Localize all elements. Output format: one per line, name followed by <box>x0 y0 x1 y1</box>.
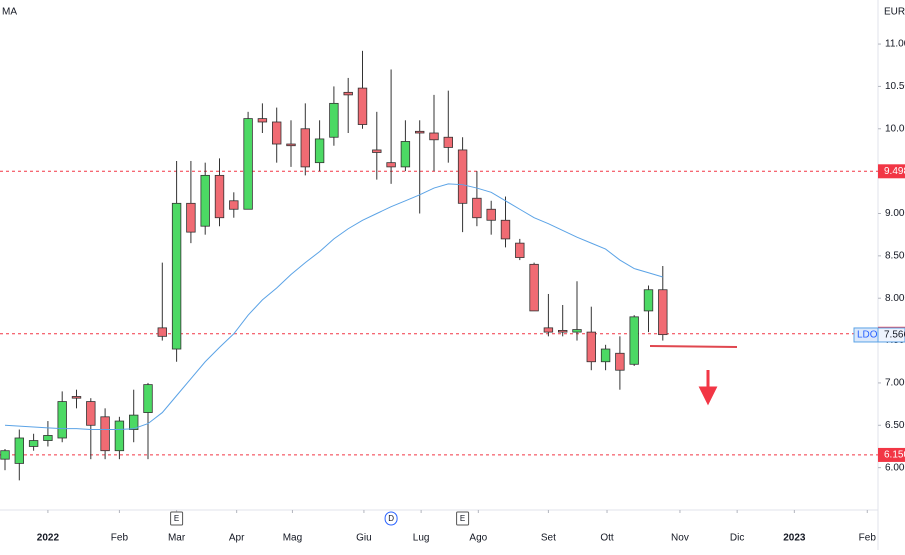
symbol-label: LDO <box>857 330 878 341</box>
x-tick-label: 2023 <box>783 533 806 544</box>
candle-body <box>71 396 82 399</box>
candle-body <box>314 138 325 164</box>
x-tick-label: Giu <box>356 533 372 544</box>
x-tick-label: Dic <box>730 533 744 544</box>
y-tick-label: 8.000 <box>885 293 905 304</box>
candle-body <box>86 401 96 426</box>
candle-body <box>357 87 368 125</box>
y-tick-label: 8.500 <box>885 250 905 261</box>
candle-body <box>472 197 482 219</box>
x-tick-label: Mag <box>283 533 302 544</box>
event-marker <box>456 511 470 526</box>
candle-body <box>572 329 582 333</box>
candle-body <box>415 130 425 134</box>
candle-body <box>443 136 453 148</box>
last-price-box <box>877 327 905 343</box>
candle-body <box>157 327 167 337</box>
x-tick-label: Mar <box>168 533 186 544</box>
candle-body <box>586 331 596 363</box>
x-tick-label: Nov <box>671 533 689 544</box>
candle-body <box>57 401 67 439</box>
candle-body <box>272 121 282 145</box>
x-tick-label: 2022 <box>37 533 60 544</box>
candle-body <box>343 91 353 96</box>
x-tick-label: Ago <box>469 533 487 544</box>
candle-body <box>28 440 39 447</box>
candle-body <box>100 416 110 452</box>
level-label: 9.498 <box>884 166 905 177</box>
x-tick-label: Set <box>541 533 556 544</box>
event-label: E <box>174 514 179 523</box>
x-tick-label: Lug <box>413 533 430 544</box>
y-tick-label: 6.500 <box>885 420 905 431</box>
y-tick-label: 11.000 <box>885 39 905 50</box>
candle-body <box>429 132 439 141</box>
event-marker <box>384 511 398 526</box>
candle-body <box>171 202 182 350</box>
candle-body <box>658 289 668 336</box>
y-tick-label: 10.000 <box>885 123 905 134</box>
candle-body <box>243 118 253 210</box>
candle-body <box>643 289 654 312</box>
candle-body <box>500 219 511 240</box>
last-price-label: 7.566 <box>884 330 905 341</box>
event-marker <box>170 511 184 526</box>
y-tick-label: 7.000 <box>885 378 905 389</box>
candle-body <box>486 208 496 221</box>
candle-body <box>515 242 525 258</box>
candle-body <box>529 263 539 312</box>
candle-body <box>14 437 24 464</box>
event-label: E <box>460 514 465 523</box>
candle-body <box>386 162 396 168</box>
level-label-box <box>878 164 905 179</box>
y-tick-label: 9.000 <box>885 208 905 219</box>
level-label: 6.150 <box>884 450 905 461</box>
candle-body <box>200 174 210 227</box>
x-tick-label: Apr <box>229 533 245 544</box>
candle-body <box>400 141 411 168</box>
candle-body <box>114 420 125 452</box>
candle-body <box>43 435 53 441</box>
candle-body <box>129 414 139 430</box>
candle-body <box>543 327 554 333</box>
ma-line <box>4 183 663 431</box>
x-tick-label: Feb <box>859 533 877 544</box>
candle-body <box>629 316 639 365</box>
indicator-label: MA <box>2 7 17 18</box>
candle-body <box>372 149 382 153</box>
candle-body <box>229 200 239 210</box>
candle-body <box>143 384 153 413</box>
candle-body <box>257 118 268 123</box>
event-label: D <box>388 514 394 523</box>
y-tick-label: 10.500 <box>885 81 905 92</box>
candle-body <box>615 352 625 371</box>
y-tick-label: 6.000 <box>885 462 905 473</box>
x-tick-label: Ott <box>600 533 614 544</box>
drawn-line[interactable] <box>649 345 738 348</box>
candle-body <box>214 174 225 219</box>
candle-body <box>300 128 310 168</box>
x-tick-label: Feb <box>111 533 129 544</box>
currency: EUR <box>884 7 905 18</box>
candle-body <box>457 149 468 204</box>
candle-body <box>329 102 339 138</box>
candle-body <box>0 450 10 460</box>
candle-body <box>600 348 611 363</box>
down-arrow[interactable] <box>698 370 718 406</box>
candle-body <box>558 329 568 333</box>
candle-body <box>286 143 296 147</box>
level-label-box <box>878 447 905 462</box>
candle-body <box>186 202 196 233</box>
